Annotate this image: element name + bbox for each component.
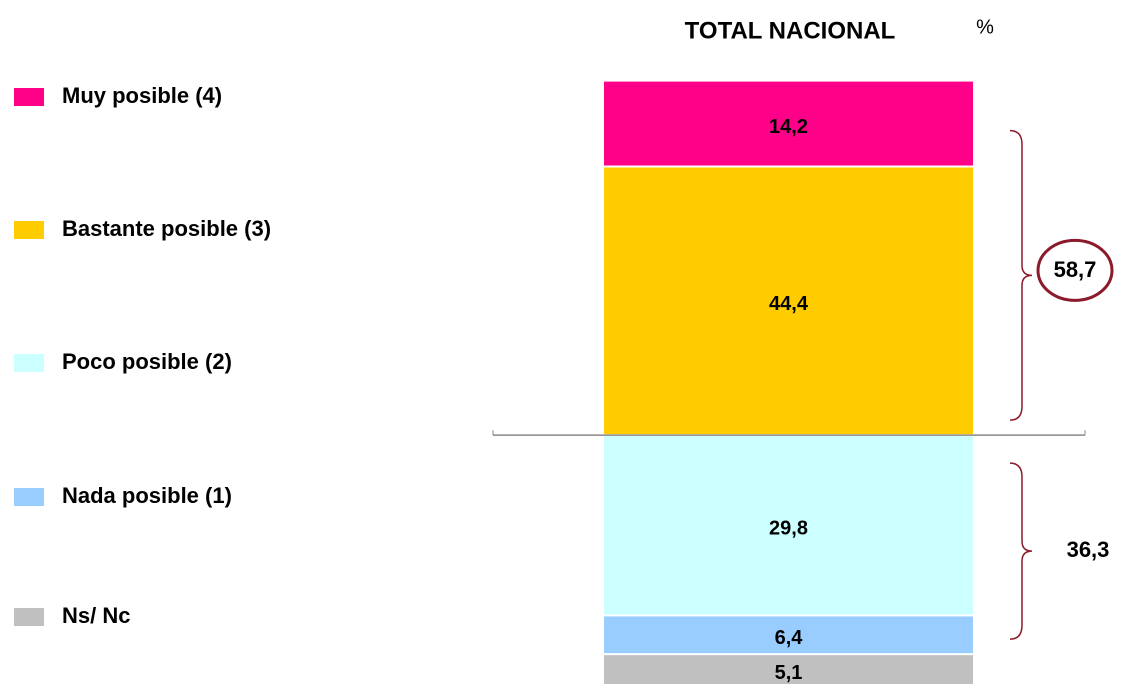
legend-label: Nada posible (1) (62, 483, 232, 508)
legend-swatch (14, 488, 44, 506)
bar-segment (604, 655, 973, 684)
bar-segment (604, 616, 973, 654)
annotation: 58,7 (1054, 257, 1097, 282)
legend-swatch (14, 354, 44, 372)
data-label: 29,8 (769, 518, 808, 540)
data-label: 44,4 (769, 293, 809, 315)
legend-label: Muy posible (4) (62, 83, 222, 108)
brace (1009, 462, 1033, 640)
data-label: 5,1 (775, 662, 803, 684)
legend-swatch (14, 221, 44, 239)
annotation: 36,3 (1067, 537, 1110, 562)
legend-label: Poco posible (2) (62, 349, 232, 374)
bar-segment (604, 436, 973, 615)
brace (1009, 129, 1033, 421)
data-label: 6,4 (775, 627, 804, 649)
data-label: 14,2 (769, 116, 808, 138)
legend-label: Bastante posible (3) (62, 216, 271, 241)
chart-title: TOTAL NACIONAL (685, 17, 896, 44)
legend-label: Ns/ Nc (62, 603, 130, 628)
highlight-circle (1036, 238, 1114, 302)
bar-segment (604, 81, 973, 166)
legend-swatch (14, 88, 44, 106)
unit-label: % (976, 16, 994, 38)
bar-segment (604, 167, 973, 435)
legend-swatch (14, 608, 44, 626)
